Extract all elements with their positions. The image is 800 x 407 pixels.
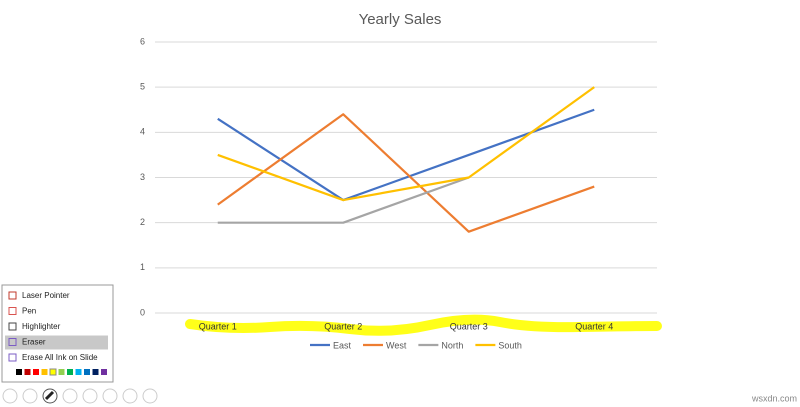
y-tick-label: 1 — [140, 262, 145, 272]
menu-item[interactable]: Eraser — [22, 338, 46, 347]
next-button[interactable] — [22, 388, 38, 404]
subtitles-button[interactable] — [122, 388, 138, 404]
x-tick-label: Quarter 3 — [450, 321, 488, 331]
menu-icon — [8, 353, 17, 362]
x-tick-label: Quarter 2 — [324, 321, 362, 331]
x-tick-label: Quarter 4 — [575, 321, 613, 331]
color-swatch[interactable] — [67, 369, 73, 375]
y-tick-label: 4 — [140, 127, 145, 137]
color-swatch[interactable] — [24, 369, 31, 375]
color-swatch[interactable] — [33, 369, 39, 375]
watermark: wsxdn.com — [751, 393, 797, 403]
menu-item[interactable]: Pen — [22, 307, 36, 316]
y-tick-label: 6 — [140, 36, 145, 46]
y-tick-label: 5 — [140, 82, 145, 92]
y-tick-label: 3 — [140, 172, 145, 182]
x-tick-label: Quarter 1 — [199, 321, 237, 331]
menu-icon — [8, 307, 17, 315]
series-line — [217, 86, 595, 202]
y-tick-label: 0 — [140, 307, 145, 317]
menu-item[interactable]: Erase All Ink on Slide — [22, 353, 98, 362]
menu-icon — [8, 322, 17, 331]
color-swatch[interactable] — [84, 369, 90, 375]
screen-button[interactable] — [102, 388, 118, 404]
color-swatch[interactable] — [92, 369, 99, 375]
legend-label: North — [441, 340, 463, 350]
legend-label: West — [386, 340, 407, 350]
y-tick-label: 2 — [140, 217, 145, 227]
pen-menu: Laser Pointer Pen Highlighter Eraser Erase A… — [1, 284, 114, 383]
color-swatch[interactable] — [41, 369, 48, 375]
slides-button[interactable] — [62, 388, 78, 404]
color-swatch[interactable] — [58, 369, 65, 375]
prev-button[interactable] — [2, 388, 18, 404]
color-swatch[interactable] — [49, 368, 57, 376]
series-line — [217, 113, 595, 233]
zoom-button[interactable] — [82, 388, 98, 404]
more-button[interactable] — [142, 388, 158, 404]
series-line — [217, 176, 470, 224]
color-swatch[interactable] — [75, 369, 82, 375]
slideshow-toolbar — [2, 388, 158, 404]
highlighter-stroke — [185, 314, 662, 336]
menu-icon — [8, 338, 17, 346]
menu-item[interactable]: Highlighter — [22, 322, 61, 331]
legend-label: East — [333, 340, 352, 350]
menu-panel — [1, 284, 114, 383]
color-swatch[interactable] — [16, 369, 22, 375]
menu-icon — [8, 291, 17, 300]
legend-label: South — [498, 340, 522, 350]
pen-icon — [44, 390, 55, 401]
chart-title: Yearly Sales — [359, 11, 442, 28]
menu-item[interactable]: Laser Pointer — [22, 291, 70, 300]
menu-selected-bg — [5, 335, 108, 350]
color-swatch[interactable] — [101, 369, 107, 375]
